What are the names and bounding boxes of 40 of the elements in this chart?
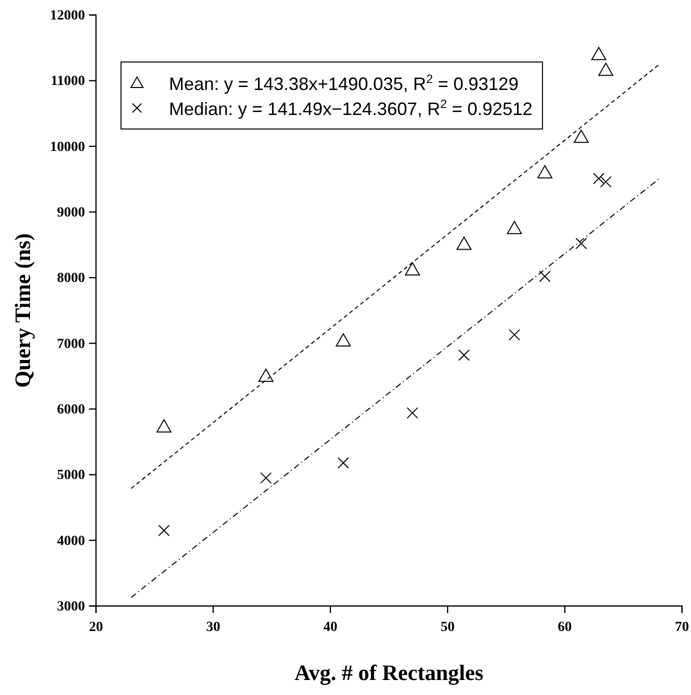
y-tick-label: 7000 <box>57 336 85 352</box>
x-tick-label: 40 <box>323 620 338 635</box>
y-tick-label: 6000 <box>57 402 85 418</box>
y-tick-label: 4000 <box>57 534 85 549</box>
x-tick-label: 70 <box>675 620 689 635</box>
point <box>458 349 470 361</box>
y-tick-label: 3000 <box>57 599 85 614</box>
point <box>598 62 614 76</box>
x-tick-label: 20 <box>89 620 103 635</box>
y-tick-label: 12000 <box>50 8 85 24</box>
point <box>406 407 418 419</box>
point <box>593 172 605 184</box>
point <box>574 130 589 143</box>
x-axis-title: Avg. # of Rectangles <box>294 660 484 685</box>
y-tick-label: 11000 <box>50 74 85 90</box>
point <box>260 472 272 484</box>
point <box>600 176 612 188</box>
x-tick-label: 60 <box>558 620 572 635</box>
point <box>539 270 551 282</box>
point <box>508 329 520 341</box>
point <box>537 165 552 178</box>
y-axis-title: Query Time (ns) <box>10 233 35 388</box>
y-tick-label: 9000 <box>57 205 85 220</box>
point <box>156 419 172 432</box>
point <box>506 220 522 234</box>
point <box>591 46 606 60</box>
legend-label: Median: y = 141.49x−124.3607, R$^{2}$ = 0.92512 <box>169 97 532 119</box>
point <box>456 236 472 250</box>
legend-label: Mean: y = 143.38x+1490.035, R$^{2}$ = 0.93129 <box>169 72 518 94</box>
y-tick-label: 5000 <box>57 468 85 484</box>
point <box>404 262 420 276</box>
y-tick-label: 8000 <box>57 271 85 286</box>
y-tick-label: 10000 <box>50 140 85 155</box>
point <box>258 368 274 382</box>
point <box>336 333 351 346</box>
point <box>158 524 170 536</box>
point <box>575 238 587 250</box>
x-tick-label: 50 <box>440 620 455 635</box>
point <box>338 457 350 469</box>
x-tick-label: 30 <box>206 620 220 635</box>
